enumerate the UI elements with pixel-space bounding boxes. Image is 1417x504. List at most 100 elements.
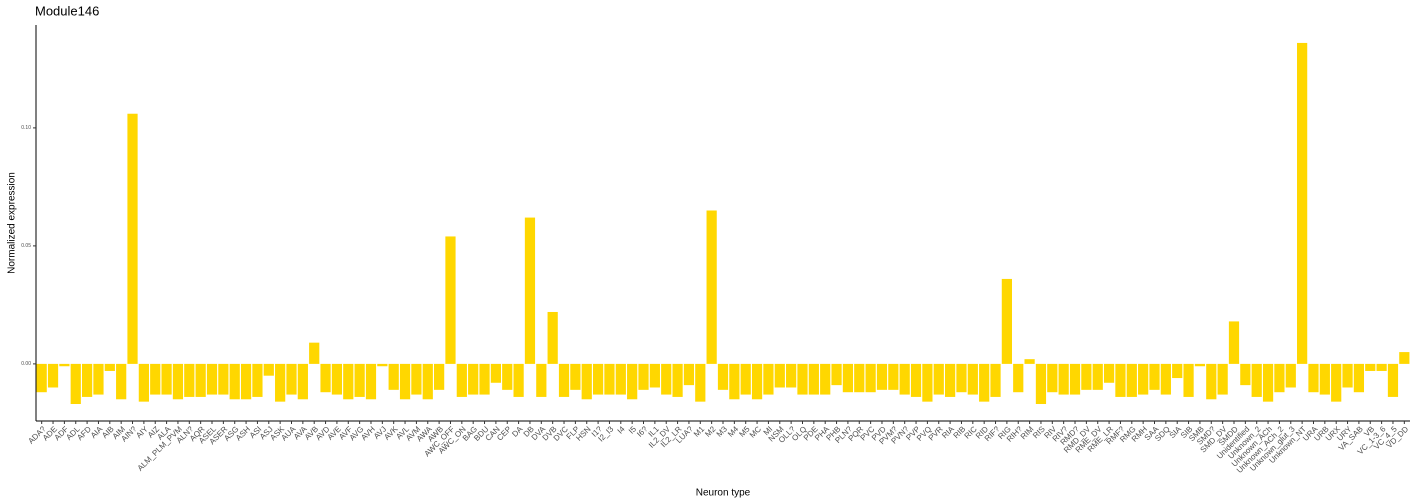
y-tick-label: 0.10 xyxy=(21,125,31,131)
bar xyxy=(1047,363,1058,393)
bar xyxy=(434,363,445,390)
bar xyxy=(1194,363,1206,367)
x-tick-label: MC xyxy=(748,424,763,439)
bar xyxy=(388,363,399,390)
bar xyxy=(1399,352,1410,364)
bar xyxy=(536,363,547,397)
bar xyxy=(1387,363,1399,397)
bar xyxy=(854,363,865,393)
bar xyxy=(649,363,660,388)
bar xyxy=(229,363,240,400)
bar xyxy=(604,363,615,395)
bar xyxy=(979,363,990,402)
bar xyxy=(184,363,195,397)
bar xyxy=(1081,363,1092,390)
bar xyxy=(729,363,740,400)
bar xyxy=(116,363,127,400)
bar xyxy=(876,363,888,390)
bar xyxy=(150,363,161,395)
bar xyxy=(751,363,763,400)
bar xyxy=(263,363,274,376)
bar xyxy=(1138,363,1149,395)
bar xyxy=(661,363,672,395)
bar xyxy=(1297,42,1308,364)
bar xyxy=(445,236,456,364)
bar xyxy=(195,363,206,397)
bar xyxy=(888,363,899,390)
bar xyxy=(1001,278,1012,364)
bar xyxy=(1251,363,1262,397)
bar xyxy=(570,363,581,390)
bar xyxy=(286,363,297,395)
bar xyxy=(422,363,433,400)
bar xyxy=(581,363,592,400)
bar xyxy=(320,363,331,393)
bar xyxy=(990,363,1001,397)
bar xyxy=(275,363,286,402)
bar xyxy=(899,363,910,395)
bar xyxy=(1331,363,1342,402)
bar xyxy=(1092,363,1103,390)
bar xyxy=(1172,363,1183,379)
bar xyxy=(763,363,774,395)
bar xyxy=(343,363,354,400)
bar xyxy=(933,363,944,395)
bar xyxy=(377,363,388,367)
bar xyxy=(47,363,59,388)
bar xyxy=(1183,363,1194,397)
bar xyxy=(468,363,479,395)
x-axis-label: Neuron type xyxy=(696,488,751,499)
bar xyxy=(683,363,695,386)
bar xyxy=(104,363,115,371)
bar xyxy=(1206,363,1217,400)
bar xyxy=(59,363,70,367)
x-tick-label: I4 xyxy=(616,424,627,435)
y-tick-label: 0.00 xyxy=(21,361,31,367)
bar xyxy=(1353,363,1365,393)
bar xyxy=(138,363,149,402)
bar xyxy=(717,363,729,390)
bar xyxy=(1342,363,1353,388)
bar xyxy=(1160,363,1171,395)
bar xyxy=(1035,363,1047,405)
bar xyxy=(1024,359,1035,364)
bar xyxy=(1126,363,1137,397)
bar xyxy=(1069,363,1081,395)
bar xyxy=(740,363,751,395)
bar xyxy=(1240,363,1251,386)
bar xyxy=(399,363,411,400)
bar xyxy=(524,217,536,364)
bar xyxy=(1115,363,1126,397)
bar xyxy=(172,363,184,400)
bar xyxy=(1319,363,1330,395)
y-tick-label: 0.05 xyxy=(21,243,31,249)
bar xyxy=(240,363,252,400)
bar xyxy=(1103,363,1115,383)
chart-title: Module146 xyxy=(35,3,99,18)
bar xyxy=(627,363,638,400)
bar xyxy=(592,363,604,395)
bar xyxy=(490,363,502,383)
bar xyxy=(456,363,467,397)
bar xyxy=(331,363,343,395)
bar xyxy=(672,363,683,397)
bar xyxy=(706,210,717,364)
bar xyxy=(808,363,819,395)
bar xyxy=(297,363,308,400)
bar xyxy=(638,363,649,390)
y-axis-label: Normalized expression xyxy=(7,172,18,274)
bar xyxy=(786,363,797,388)
bar xyxy=(1228,321,1240,364)
bar xyxy=(774,363,785,388)
bar xyxy=(252,363,263,397)
bar xyxy=(309,342,320,364)
bar xyxy=(944,363,956,397)
bar xyxy=(956,363,967,393)
bar xyxy=(797,363,808,395)
bar xyxy=(81,363,93,397)
bar xyxy=(1365,363,1376,371)
x-tick-label: I5 xyxy=(627,424,638,435)
bar xyxy=(820,363,831,395)
bar xyxy=(354,363,365,397)
bar xyxy=(547,311,558,364)
